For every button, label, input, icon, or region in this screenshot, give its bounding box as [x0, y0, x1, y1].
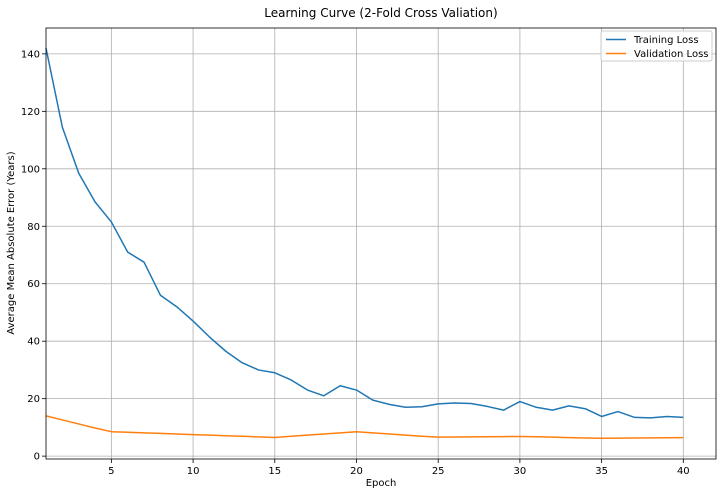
grid	[46, 28, 716, 459]
data-lines	[45, 47, 684, 440]
legend-label-training-loss: Training Loss	[633, 35, 699, 46]
y-axis-label: Average Mean Absolute Error (Years)	[6, 151, 17, 334]
y-tick-label: 40	[27, 337, 40, 348]
x-tick-label: 20	[350, 466, 363, 477]
y-tick-label: 140	[21, 49, 40, 60]
x-axis-label: Epoch	[366, 478, 397, 489]
plot-frame	[45, 27, 717, 460]
series-line-training-loss	[45, 47, 684, 419]
series-line-validation-loss	[45, 415, 684, 440]
legend: Training Loss Validation Loss	[600, 30, 713, 62]
y-tick-label: 60	[27, 279, 40, 290]
y-tick-label: 20	[27, 394, 40, 405]
y-tick-label: 80	[27, 222, 40, 233]
y-tick-label: 120	[21, 107, 40, 118]
x-tick-label: 40	[677, 466, 690, 477]
x-tick-label: 35	[595, 466, 608, 477]
x-tick-label: 30	[514, 466, 527, 477]
chart-title: Learning Curve (2-Fold Cross Valiation)	[264, 6, 497, 20]
axis-ticks: 5 10 15 20 25 30 35 40 0 20 40 60 80 100 120 140	[21, 49, 690, 477]
legend-label-validation-loss: Validation Loss	[634, 49, 709, 60]
x-tick-label: 25	[432, 466, 445, 477]
x-tick-label: 15	[268, 466, 281, 477]
plot-background	[46, 28, 716, 459]
plot-area: 5 10 15 20 25 30 35 40 0 20 40 60 80 100 120 140	[21, 27, 717, 477]
y-tick-label: 100	[21, 164, 40, 175]
x-tick-label: 5	[108, 466, 114, 477]
legend-box	[600, 30, 713, 62]
x-tick-label: 10	[187, 466, 200, 477]
y-tick-label: 0	[34, 452, 40, 463]
